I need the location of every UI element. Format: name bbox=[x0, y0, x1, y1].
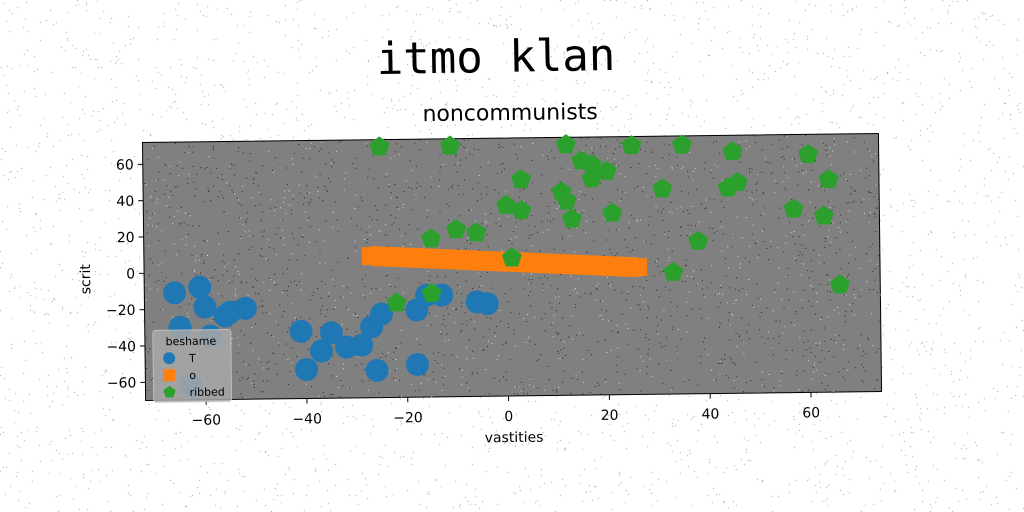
point-ribbed-29 bbox=[818, 169, 839, 189]
point-ribbed-27 bbox=[783, 198, 804, 218]
point-ribbed-7 bbox=[386, 292, 407, 312]
y-axis-label: scrit bbox=[78, 264, 94, 295]
y-tick-label: 0 bbox=[126, 266, 135, 282]
y-tick-label: −60 bbox=[107, 375, 137, 391]
point-ribbed-22 bbox=[652, 178, 673, 198]
point-ribbed-4 bbox=[671, 134, 692, 154]
legend: beshame To ribbed bbox=[152, 328, 233, 403]
point-T-8 bbox=[309, 339, 333, 363]
point-ribbed-12 bbox=[511, 200, 532, 220]
y-tick-label: 40 bbox=[116, 194, 134, 210]
legend-label-o: o bbox=[189, 369, 196, 382]
point-ribbed-16 bbox=[561, 208, 582, 228]
x-tick-label: −20 bbox=[393, 410, 423, 426]
point-ribbed-19 bbox=[581, 168, 602, 188]
point-ribbed-0 bbox=[369, 136, 390, 156]
point-ribbed-13 bbox=[511, 169, 532, 189]
y-tick-label: 60 bbox=[116, 157, 134, 173]
legend-marker-ribbed bbox=[163, 385, 176, 398]
point-ribbed-26 bbox=[727, 171, 748, 192]
point-T-6 bbox=[289, 319, 313, 343]
legend-marker-o bbox=[163, 369, 176, 382]
y-tick-label: −20 bbox=[106, 303, 136, 319]
point-ribbed-6 bbox=[798, 143, 819, 163]
legend-box bbox=[152, 328, 233, 403]
point-T-2 bbox=[193, 295, 217, 319]
point-ribbed-31 bbox=[421, 282, 442, 302]
x-tick-label: 60 bbox=[802, 405, 820, 421]
point-ribbed-1 bbox=[440, 135, 461, 155]
legend-marker-T bbox=[163, 352, 176, 365]
point-T-0 bbox=[163, 281, 187, 305]
legend-label-T: T bbox=[188, 352, 196, 365]
point-T-13 bbox=[365, 358, 389, 382]
point-ribbed-10 bbox=[466, 222, 487, 242]
y-tick-label: −40 bbox=[106, 339, 136, 355]
point-ribbed-5 bbox=[722, 141, 743, 161]
point-ribbed-9 bbox=[446, 218, 467, 239]
point-ribbed-32 bbox=[501, 247, 522, 267]
point-ribbed-15 bbox=[556, 190, 577, 210]
legend-label-ribbed: ribbed bbox=[189, 386, 224, 399]
x-tick-label: −60 bbox=[192, 413, 222, 429]
plot-group: −60 −40 −20 0 20 40 60 −60 −40 −20 0 20 40 60 beshame… bbox=[78, 100, 883, 447]
point-ribbed-2 bbox=[555, 134, 576, 154]
point-ribbed-18 bbox=[581, 153, 602, 173]
point-T-11 bbox=[350, 333, 374, 357]
point-o-0 bbox=[361, 246, 380, 266]
point-T-7 bbox=[295, 357, 319, 381]
point-ribbed-11 bbox=[496, 194, 517, 214]
x-axis-label: vastities bbox=[485, 430, 544, 447]
point-ribbed-20 bbox=[596, 160, 617, 180]
point-T-9 bbox=[319, 321, 343, 345]
legend-title: beshame bbox=[165, 335, 216, 349]
axes: −60 −40 −20 0 20 40 60 −60 −40 −20 0 20 40 60 bbox=[106, 157, 820, 429]
point-T-14 bbox=[370, 302, 394, 326]
point-ribbed-23 bbox=[663, 261, 684, 281]
x-tick-label: 20 bbox=[601, 408, 619, 424]
y-tick-label: 20 bbox=[117, 230, 135, 246]
data-marks bbox=[163, 134, 850, 397]
point-ribbed-8 bbox=[421, 228, 441, 248]
x-tick-label: −40 bbox=[292, 411, 322, 427]
point-T-1 bbox=[188, 275, 212, 299]
point-ribbed-24 bbox=[688, 230, 709, 250]
point-o-1 bbox=[628, 258, 648, 277]
x-tick-label: 0 bbox=[504, 409, 513, 425]
point-ribbed-3 bbox=[621, 135, 642, 155]
point-ribbed-21 bbox=[602, 202, 623, 222]
point-ribbed-28 bbox=[813, 205, 834, 225]
point-T-20 bbox=[475, 292, 499, 316]
point-T-5 bbox=[233, 296, 257, 320]
point-ribbed-30 bbox=[829, 274, 850, 294]
chart-title: noncommunists bbox=[422, 100, 598, 127]
x-tick-label: 40 bbox=[701, 406, 719, 422]
point-T-15 bbox=[405, 352, 429, 376]
